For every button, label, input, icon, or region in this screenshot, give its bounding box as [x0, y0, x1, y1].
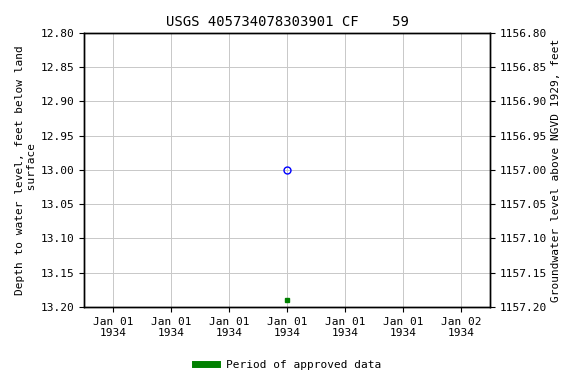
- Y-axis label: Groundwater level above NGVD 1929, feet: Groundwater level above NGVD 1929, feet: [551, 38, 561, 301]
- Title: USGS 405734078303901 CF    59: USGS 405734078303901 CF 59: [166, 15, 408, 29]
- Y-axis label: Depth to water level, feet below land
 surface: Depth to water level, feet below land su…: [15, 45, 37, 295]
- Legend: Period of approved data: Period of approved data: [191, 356, 385, 375]
